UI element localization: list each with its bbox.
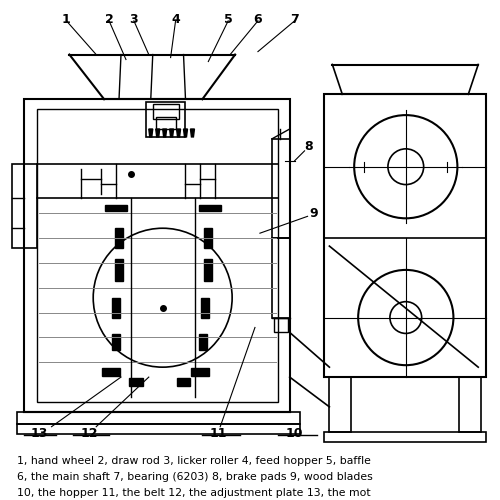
Bar [324, 94, 486, 377]
Bar [36, 109, 278, 402]
Text: 9: 9 [310, 207, 318, 220]
Polygon shape [204, 228, 212, 248]
Text: 10, the hopper 11, the belt 12, the adjustment plate 13, the mot: 10, the hopper 11, the belt 12, the adju… [17, 488, 370, 498]
Polygon shape [190, 129, 194, 137]
Polygon shape [112, 334, 120, 350]
Bar [24, 99, 289, 412]
Bar [272, 139, 289, 238]
Bar [460, 377, 481, 432]
Polygon shape [176, 129, 180, 137]
Text: 6: 6 [254, 13, 262, 26]
Text: 13: 13 [31, 426, 48, 440]
Bar [324, 432, 486, 442]
Polygon shape [162, 129, 166, 137]
Text: 4: 4 [171, 13, 180, 26]
Text: 8: 8 [304, 140, 313, 153]
Polygon shape [204, 259, 212, 281]
Polygon shape [202, 298, 209, 318]
Polygon shape [129, 378, 143, 386]
Text: 3: 3 [130, 13, 138, 26]
Polygon shape [184, 129, 188, 137]
Bar [146, 102, 186, 137]
Polygon shape [102, 368, 120, 376]
Bar [17, 412, 300, 424]
Polygon shape [112, 298, 120, 318]
Text: 1: 1 [62, 13, 71, 26]
Text: 11: 11 [210, 426, 227, 440]
Bar [12, 164, 36, 248]
Polygon shape [156, 129, 160, 137]
Polygon shape [115, 259, 123, 281]
Text: 7: 7 [290, 13, 299, 26]
Polygon shape [192, 368, 210, 376]
Polygon shape [170, 129, 173, 137]
Bar [274, 318, 287, 332]
Bar [17, 424, 300, 434]
Polygon shape [200, 334, 207, 350]
Text: 5: 5 [224, 13, 232, 26]
Text: 6, the main shaft 7, bearing (6203) 8, brake pads 9, wood blades: 6, the main shaft 7, bearing (6203) 8, b… [17, 472, 372, 482]
Text: 12: 12 [80, 426, 98, 440]
Polygon shape [115, 228, 123, 248]
Text: 10: 10 [286, 426, 304, 440]
Bar [156, 117, 176, 129]
Text: 1, hand wheel 2, draw rod 3, licker roller 4, feed hopper 5, baffle: 1, hand wheel 2, draw rod 3, licker roll… [17, 456, 370, 466]
Polygon shape [176, 378, 190, 386]
Bar [153, 104, 178, 119]
Bar [330, 377, 351, 432]
Polygon shape [105, 206, 127, 212]
Text: 2: 2 [104, 13, 114, 26]
Polygon shape [200, 206, 221, 212]
Polygon shape [149, 129, 153, 137]
Bar [272, 238, 289, 318]
